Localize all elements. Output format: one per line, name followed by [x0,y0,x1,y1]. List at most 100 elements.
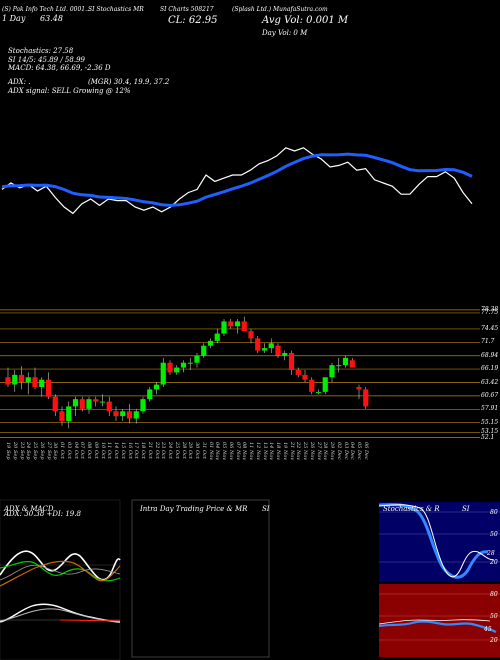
candle-body [288,353,295,370]
rsi-level-20: 20 [490,637,498,644]
candle-body [167,362,173,373]
stoch-level-80: 80 [490,509,498,516]
candle-body [302,374,308,380]
candle-body [180,362,187,368]
date-label: 25 Nov [302,442,308,461]
header-day-label: 1 Day [2,14,26,23]
date-label: 26 Sep [38,442,45,460]
candle-body [221,321,227,334]
candle-body [342,357,349,366]
date-label: 07 Oct [79,442,86,459]
date-label: 20 Sep [11,442,18,460]
date-label: 28 Nov [322,442,329,461]
candlestick-series [5,316,369,429]
adx-white-line [0,550,121,581]
date-label: 24 Sep [25,442,32,460]
candle-body [282,353,288,356]
date-label: 30 Oct [194,442,200,459]
date-label: 24 Oct [167,442,173,459]
price-level-label: 53.15 [481,428,499,436]
header-day-vol: Day Vol: 0 M [262,29,308,37]
candle-body [52,396,58,412]
price-level-label: 74.45 [481,324,499,332]
candle-body [248,331,254,339]
stochastics-panel-lines [378,503,500,579]
candle-body [45,379,52,397]
intraday-panel-title: Intra Day Trading Price & MR [140,505,248,513]
date-label: 12 Nov [254,442,261,461]
date-label: 11 Oct [106,442,113,459]
candle-body [241,321,247,332]
price-level-label: 55.15 [481,418,499,426]
date-label: 01 Nov [207,442,214,461]
date-label: 02 Dec [335,442,342,460]
date-label: 14 Oct [113,442,119,459]
header-line1: (S) Pak Info Tech Ltd. 0001... [2,6,91,13]
price-level-lines [0,309,480,438]
date-label: 04 Oct [72,442,79,459]
date-label: 08 Nov [241,442,248,461]
date-label: 05 Nov [221,442,227,461]
date-label: 19 Nov [281,442,288,461]
candle-body [160,362,166,385]
adx-values: (MGR) 30.4, 19.9, 37.2 [88,78,170,86]
intraday-panel-si: SI [262,505,270,513]
candle-body [329,365,335,378]
candle-body [228,321,234,327]
rsi-level-50: 50 [490,613,498,620]
header-symbol: SI Stochastics MR [88,6,144,13]
candle-body [113,411,119,417]
candle-body [295,370,301,375]
indicator-lines-panel [1,147,473,215]
candle-body [126,411,133,419]
candle-body [106,401,112,412]
candle-body [309,379,315,392]
candle-body [207,340,214,346]
candle-body [153,384,160,390]
adx-green-line [0,561,121,582]
date-label: 22 Nov [295,442,302,461]
candle-body [93,399,99,402]
candle-body [12,374,18,385]
candle-body [187,362,193,364]
candle-body [39,379,45,387]
date-label: 09 Oct [92,442,99,459]
date-label: 04 Nov [214,442,221,461]
candle-body [133,411,139,419]
candle-body [356,387,362,390]
date-label: 23 Sep [18,442,25,460]
candle-body [349,360,355,368]
date-label: 01 Oct [59,442,65,459]
date-label: 14 Nov [268,442,275,461]
date-label: 19 Sep [5,442,11,460]
price-level-label: 60.67 [481,391,499,399]
date-label: 03 Dec [342,442,349,460]
candle-body [255,338,261,351]
candle-body [59,411,65,421]
date-label: 06 Dec [362,442,369,460]
date-label: 25 Sep [32,442,38,460]
adx-panel-title: ADX & MACD [4,505,54,513]
stochastics-panel-title: Stochastics & R [383,505,440,513]
stoch-level-20: 20 [490,559,498,566]
candle-body [214,333,220,341]
candle-body [268,343,274,349]
candle-body [261,348,268,351]
date-label: 13 Nov [261,442,268,461]
stochastics-panel-si: SI [462,505,470,513]
candle-body [315,391,322,393]
candle-body [79,399,85,409]
rsi-level-80: 80 [490,591,498,598]
candle-body [201,345,207,356]
date-label: 25 Oct [173,442,180,459]
candle-body [275,345,281,356]
candle-body [234,321,241,327]
candle-body [25,377,31,383]
price-level-label: 68.94 [481,351,499,359]
candle-body [86,399,92,409]
rsi-blue-line [378,620,497,633]
date-label: 18 Oct [140,442,146,459]
candle-body [140,399,146,412]
header-close: CL: 62.95 [168,15,218,26]
